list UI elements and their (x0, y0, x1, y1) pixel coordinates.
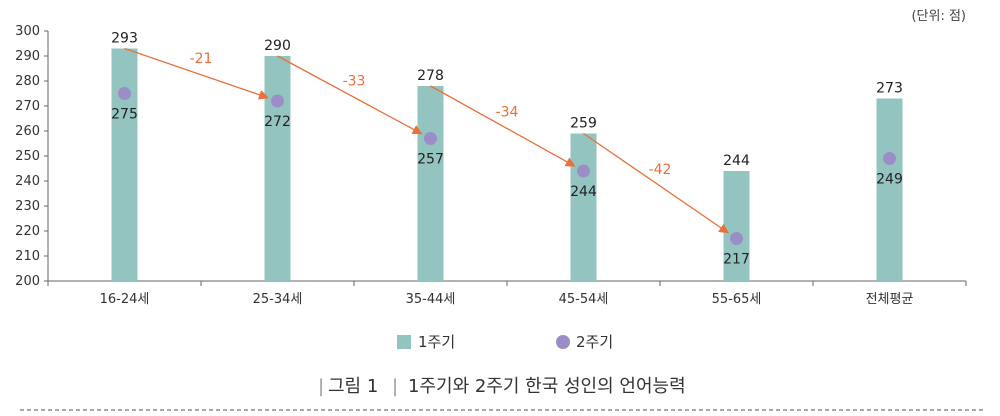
x-tick-label: 전체평균 (866, 292, 914, 307)
y-tick-label: 240 (15, 174, 40, 189)
y-tick-label: 270 (15, 99, 40, 114)
change-arrow (124, 47, 269, 100)
legend-label-series-1: 1주기 (418, 333, 455, 351)
y-tick-label: 260 (15, 124, 40, 139)
caption-title: 1주기와 2주기 한국 성인의 언어능력 (408, 376, 686, 397)
x-tick-label: 45-54세 (559, 292, 609, 307)
caption-divider-right: | (392, 376, 398, 397)
x-tick-label: 25-34세 (253, 292, 303, 307)
legend: 1주기 2주기 (397, 333, 613, 351)
y-tick-label: 210 (15, 249, 40, 264)
y-tick-label: 230 (15, 199, 40, 214)
change-arrows: -21 -33 -34 -42 (124, 47, 730, 234)
dot-point (118, 87, 131, 100)
change-arrow (430, 85, 576, 167)
y-tick-label: 290 (15, 49, 40, 64)
legend-dot-swatch (556, 335, 570, 349)
caption-divider-left: | (318, 376, 324, 397)
bar (876, 98, 903, 281)
y-axis: 200 210 220 230 240 250 260 270 280 290 300 (15, 24, 49, 289)
y-tick-label: 250 (15, 149, 40, 164)
bar-value-label: 293 (111, 31, 138, 47)
dot-value-label: 249 (876, 172, 903, 188)
bar-value-label: 259 (570, 116, 597, 132)
x-tick-label: 55-65세 (712, 292, 762, 307)
dot-value-label: 275 (111, 107, 138, 123)
unit-label: (단위: 점) (911, 9, 966, 24)
change-label: -42 (649, 162, 672, 178)
y-tick-label: 280 (15, 74, 40, 89)
y-tick-label: 220 (15, 224, 40, 239)
legend-bar-swatch (397, 335, 411, 349)
dot-value-label: 244 (570, 184, 597, 200)
bar-value-label: 278 (417, 68, 444, 84)
figure-caption: | 그림 1 | 1주기와 2주기 한국 성인의 언어능력 (318, 376, 686, 397)
bar (264, 56, 291, 281)
caption-number: 그림 1 (328, 376, 378, 397)
dot-point (730, 232, 743, 245)
change-arrow (583, 132, 730, 234)
y-tick-label: 200 (15, 274, 40, 289)
change-label: -33 (343, 73, 366, 89)
bar-value-label: 244 (723, 153, 750, 169)
dot-point (424, 132, 437, 145)
dot-point (883, 152, 896, 165)
bar-series: 293 290 278 259 244 273 (111, 31, 903, 281)
x-tick-label: 35-44세 (406, 292, 456, 307)
dot-point (271, 94, 284, 108)
x-axis: 16-24세 25-34세 35-44세 45-54세 55-65세 전체평균 (47, 280, 967, 307)
dot-value-label: 257 (417, 152, 444, 168)
legend-label-series-2: 2주기 (576, 333, 613, 351)
dot-value-label: 217 (723, 252, 750, 268)
bar (417, 86, 444, 281)
bar (570, 133, 597, 281)
dot-point (577, 164, 590, 178)
dot-value-label: 272 (264, 114, 291, 130)
bar-value-label: 273 (876, 81, 903, 97)
y-tick-label: 300 (15, 24, 40, 39)
dot-series: 275 272 257 244 217 249 (111, 87, 903, 268)
bar-value-label: 290 (264, 38, 291, 54)
x-tick-label: 16-24세 (100, 292, 150, 307)
bar (111, 48, 138, 281)
change-arrow (277, 55, 423, 135)
change-label: -34 (496, 105, 519, 121)
change-label: -21 (190, 51, 213, 67)
